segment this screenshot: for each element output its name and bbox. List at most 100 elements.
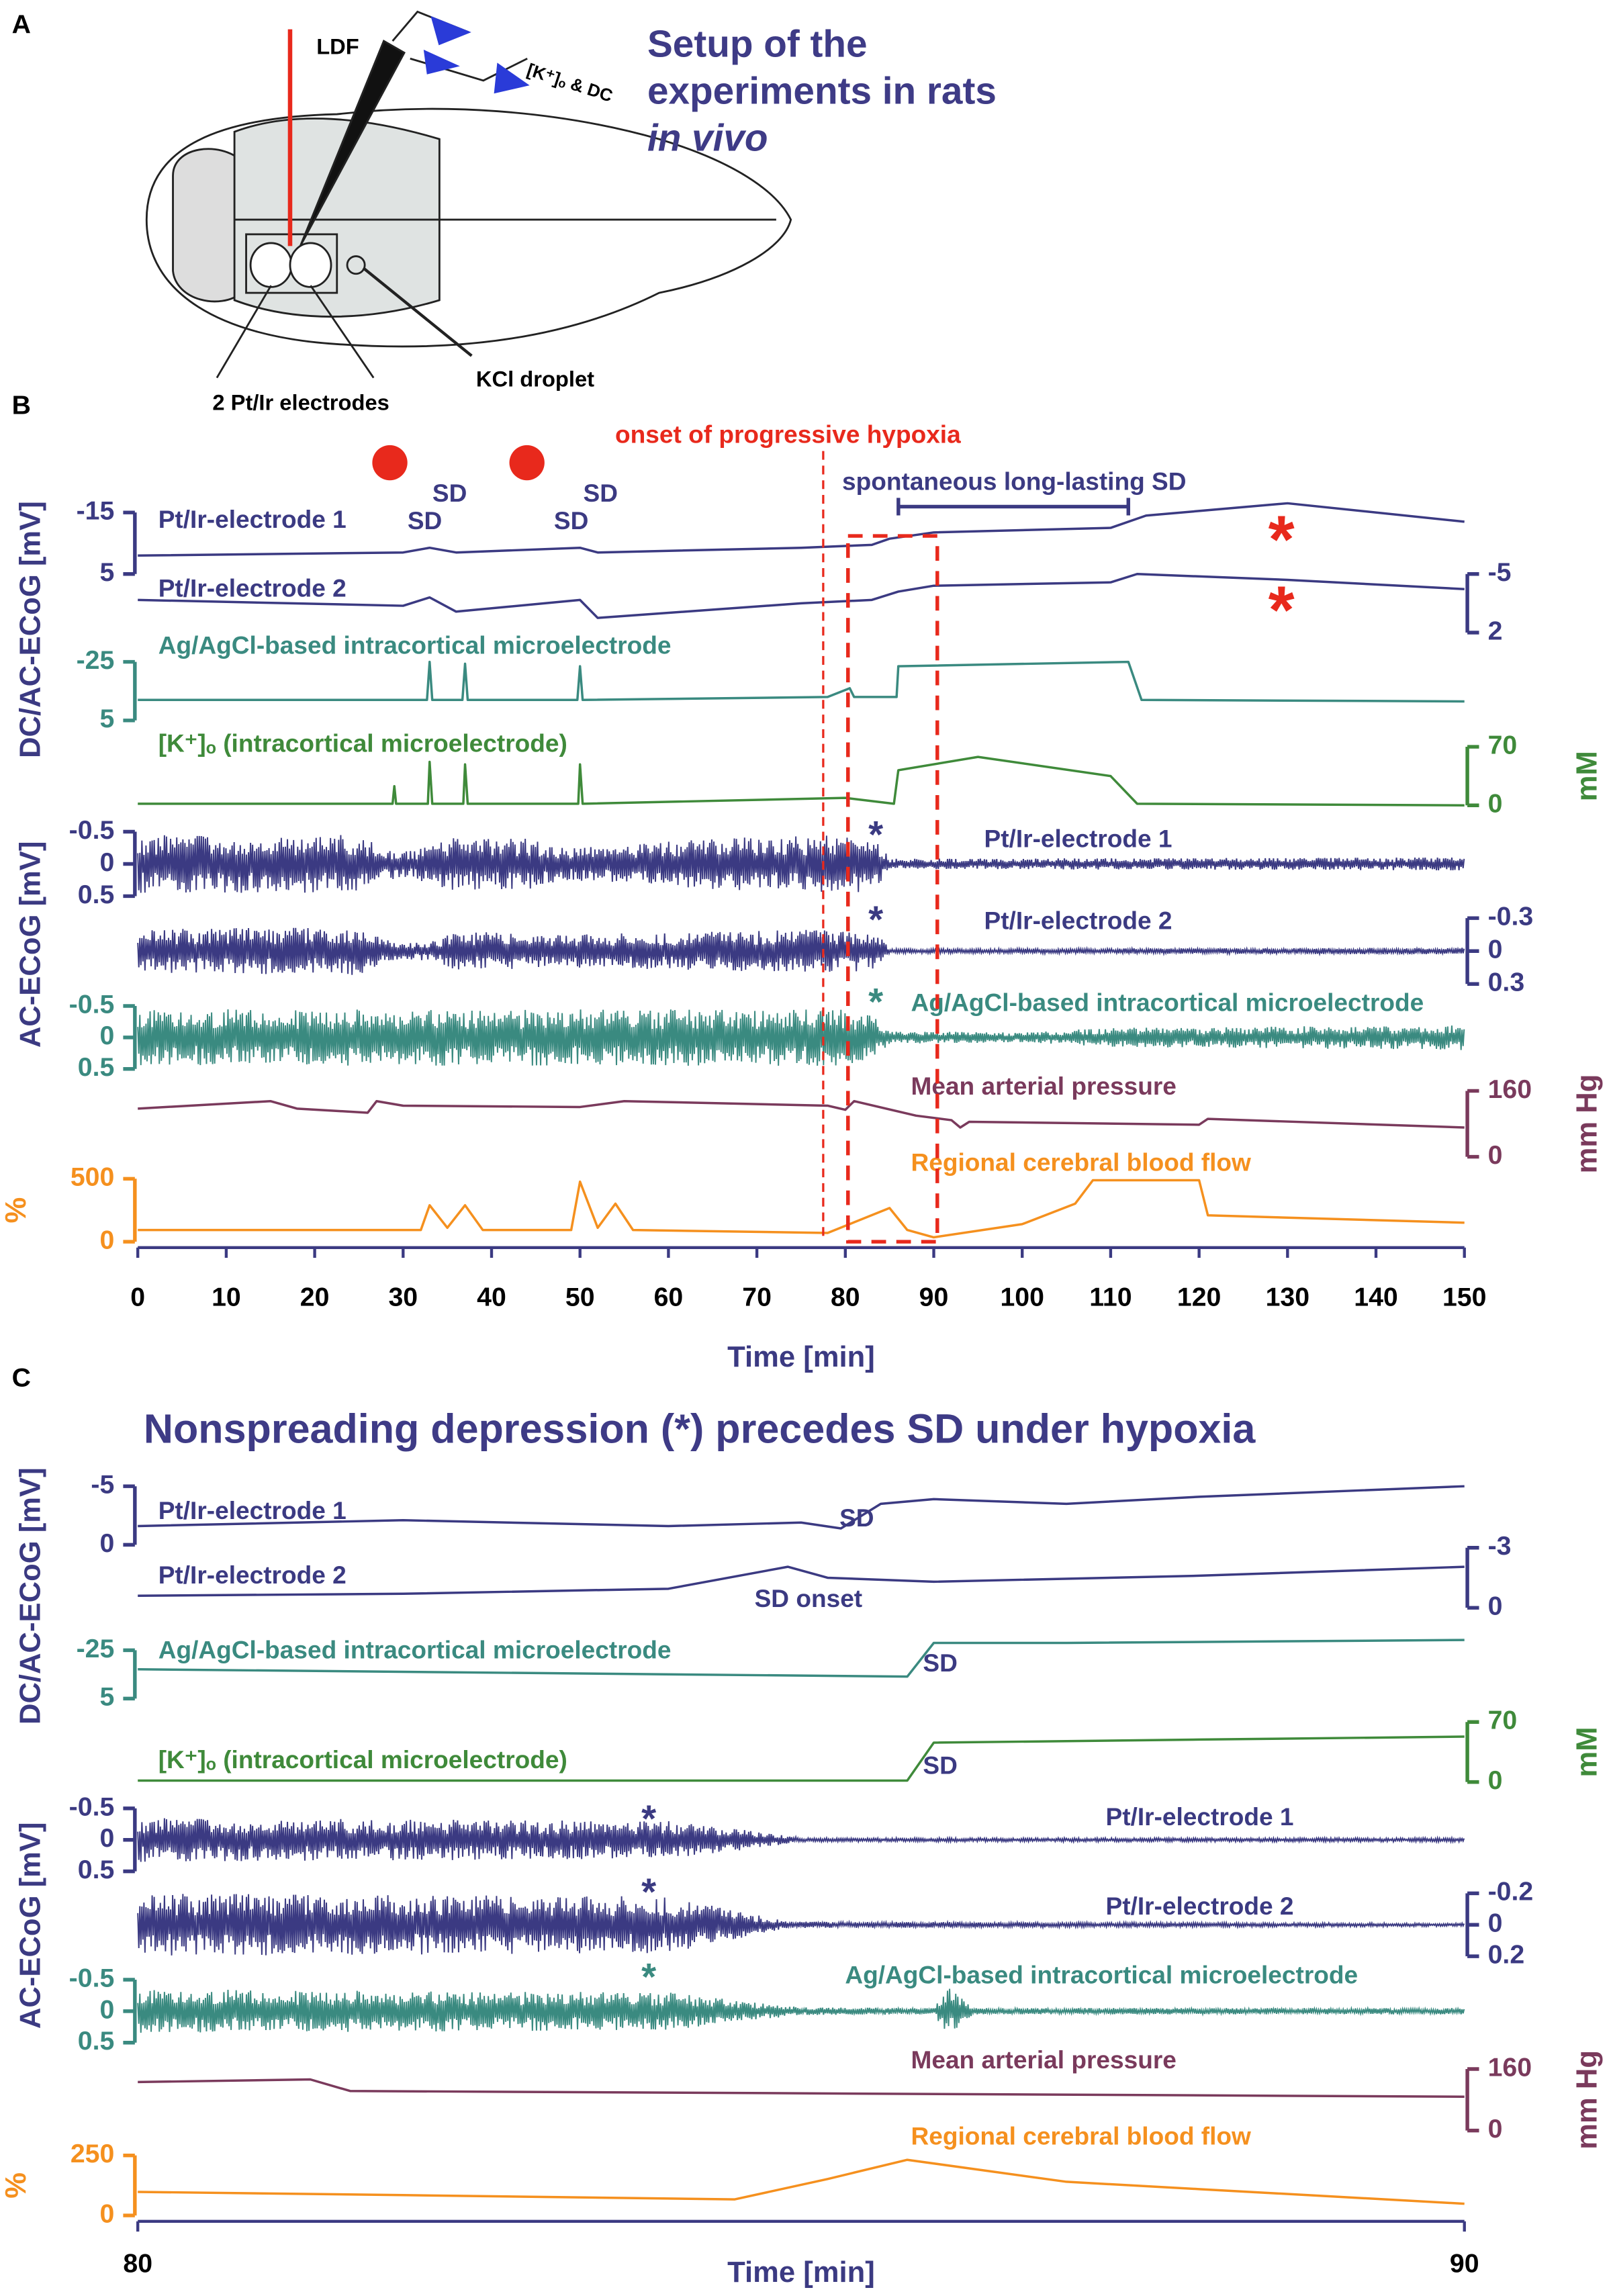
y-tick-label: -5 [1488, 557, 1512, 587]
y-tick-label: -0.5 [69, 1792, 115, 1821]
y-axis-label: DC/AC-ECoG [mV] [15, 501, 47, 758]
x-tick-label: 130 [1266, 1282, 1309, 1312]
x-tick-label: 60 [654, 1282, 684, 1312]
y-tick-label: -0.5 [69, 989, 115, 1019]
trace-label: Pt/Ir-electrode 1 [1105, 1802, 1293, 1831]
annotation: SD [432, 479, 467, 507]
trace-label: Pt/Ir-electrode 1 [984, 824, 1172, 852]
x-tick-label: 90 [919, 1282, 949, 1312]
y-tick-label: 5 [99, 704, 114, 733]
noise-trace [137, 1818, 1465, 1862]
noise-trace [137, 927, 1465, 975]
y-tick-label: 2 [1488, 616, 1503, 645]
trace [138, 1099, 1465, 1129]
annotation: * [1269, 502, 1295, 578]
y-tick-label: 0 [1488, 789, 1503, 819]
y-tick-label: 160 [1488, 2052, 1532, 2082]
trace-label: Regional cerebral blood flow [911, 2121, 1251, 2150]
trace-label: Ag/AgCl-based intracortical microelectro… [158, 631, 672, 659]
y-tick-label: 5 [99, 557, 114, 587]
setup-title: Setup of the [647, 24, 868, 66]
unit-label: % [0, 1197, 32, 1224]
x-tick-label: 40 [477, 1282, 506, 1312]
annotation: * [641, 1872, 656, 1914]
trace [138, 1485, 1465, 1530]
y-tick-label: -0.2 [1488, 1877, 1534, 1907]
y-tick-label: 160 [1488, 1074, 1532, 1104]
y-tick-label: 0 [99, 1994, 114, 2024]
setup-title: experiments in rats [647, 71, 997, 113]
hypoxia-label: onset of progressive hypoxia [615, 420, 961, 449]
x-tick-label: 90 [1450, 2249, 1479, 2279]
trace-label: Pt/Ir-electrode 1 [158, 1496, 347, 1524]
trace-label: Ag/AgCl-based intracortical microelectro… [158, 1635, 672, 1663]
noise-trace [137, 835, 1465, 893]
unit-label: mm Hg [1571, 2050, 1604, 2150]
annotation: * [868, 981, 883, 1023]
annotation: SD [923, 1649, 957, 1677]
trace-label: [K⁺]ₒ (intracortical microelectrode) [158, 729, 567, 757]
panel-a-diagram [145, 10, 792, 379]
x-tick-label: 80 [123, 2249, 152, 2279]
y-tick-label: -25 [77, 645, 115, 675]
annotation: SD [554, 506, 588, 535]
trace-label: Pt/Ir-electrode 2 [984, 907, 1172, 935]
unit-label: mM [1571, 751, 1604, 801]
unit-label: mm Hg [1571, 1074, 1604, 1174]
kcl-dot [372, 445, 408, 481]
trace [138, 660, 1465, 703]
amplifiers [423, 15, 530, 94]
y-tick-label: 0 [99, 1823, 114, 1853]
noise-trace [137, 1988, 1465, 2033]
annotation: * [868, 899, 883, 942]
x-tick-label: 150 [1442, 1282, 1486, 1312]
panel-title: Nonspreading depression (*) precedes SD … [144, 1406, 1256, 1452]
noise-trace [137, 1009, 1465, 1066]
x-tick-label: 20 [300, 1282, 330, 1312]
y-tick-label: 0 [1488, 1140, 1503, 1170]
kcl-site [346, 255, 366, 275]
spont-bracket [896, 498, 1130, 516]
x-tick-label: 120 [1177, 1282, 1221, 1312]
trace [138, 2158, 1465, 2205]
y-tick-label: -0.5 [69, 815, 115, 845]
annotation: SD [408, 506, 442, 535]
panel-label: B [12, 391, 31, 420]
y-tick-label: 0 [99, 847, 114, 877]
electrode-2 [289, 242, 332, 288]
trace-label: Pt/Ir-electrode 2 [1105, 1892, 1293, 1920]
annotation: * [641, 1956, 656, 1999]
trace-label: Pt/Ir-electrode 1 [158, 505, 347, 533]
trace [138, 755, 1465, 807]
annotation: SD [583, 479, 617, 507]
trace-label: [K⁺]ₒ (intracortical microelectrode) [158, 1745, 567, 1774]
annotation: SD [839, 1504, 874, 1532]
trace-label: Ag/AgCl-based intracortical microelectro… [845, 1960, 1358, 1988]
noise-trace [137, 1894, 1465, 1956]
x-tick-label: 100 [1000, 1282, 1044, 1312]
trace [138, 1565, 1465, 1598]
y-tick-label: -25 [77, 1634, 115, 1663]
y-tick-label: 250 [71, 2139, 114, 2168]
x-tick-label: 30 [388, 1282, 418, 1312]
trace [138, 502, 1465, 557]
unit-label: % [0, 2172, 32, 2199]
trace [138, 1179, 1465, 1239]
y-axis-label: DC/AC-ECoG [mV] [15, 1467, 47, 1725]
x-tick-label: 0 [130, 1282, 145, 1312]
y-axis-label: AC-ECoG [mV] [15, 1823, 47, 2029]
cerebellum [172, 148, 243, 303]
trace-label: Regional cerebral blood flow [911, 1148, 1251, 1176]
y-tick-label: -15 [77, 496, 115, 526]
y-tick-label: 0 [99, 1225, 114, 1254]
y-tick-label: 0.3 [1488, 968, 1525, 997]
y-tick-label: 0 [99, 1021, 114, 1050]
trace [138, 573, 1465, 619]
y-tick-label: 0.5 [78, 880, 115, 909]
trace [138, 1735, 1465, 1782]
trace-label: Mean arterial pressure [911, 1072, 1176, 1100]
y-tick-label: -0.5 [69, 1963, 115, 1992]
y-tick-label: -3 [1488, 1531, 1512, 1561]
trace [138, 1639, 1465, 1678]
